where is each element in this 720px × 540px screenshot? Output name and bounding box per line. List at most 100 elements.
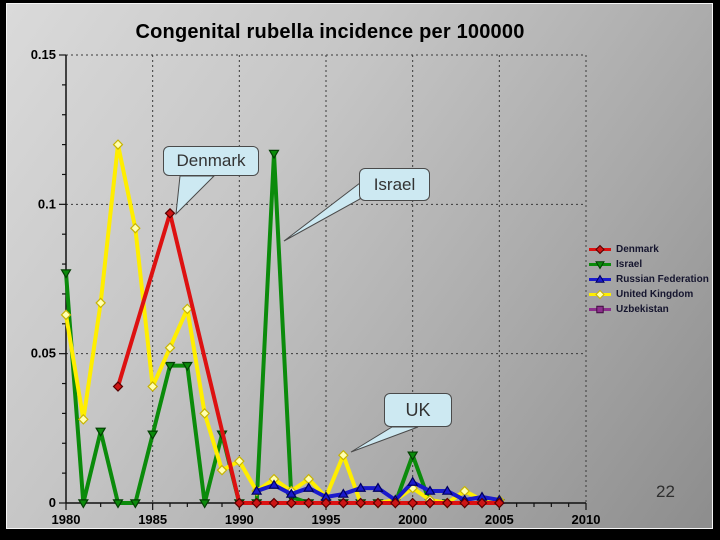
data-point-marker-united-kingdom [147, 381, 159, 392]
data-point-marker-united-kingdom [60, 309, 72, 321]
data-point-marker-denmark [493, 497, 505, 509]
data-point-marker-denmark [337, 497, 349, 509]
callout-denmark-label: Denmark [176, 151, 246, 170]
legend-label: Uzbekistan [616, 304, 669, 315]
x-tick-label: 1980 [52, 512, 81, 527]
series-line-israel [64, 151, 500, 505]
data-point-marker-israel [129, 499, 141, 509]
data-point-marker-russian-federation [372, 482, 384, 492]
callout-tail-uk [350, 426, 419, 453]
data-point-marker-denmark [164, 207, 176, 219]
data-point-marker-denmark [459, 497, 471, 509]
data-point-marker-united-kingdom [129, 222, 141, 234]
series-line-denmark [116, 211, 500, 505]
data-point-marker-united-kingdom [199, 408, 211, 419]
x-tick-label: 2010 [572, 512, 601, 527]
data-point-marker-russian-federation [268, 479, 280, 489]
data-point-marker-denmark [389, 497, 401, 509]
legend-label: Russian Federation [616, 274, 709, 285]
data-point-marker-denmark [268, 497, 280, 509]
data-point-marker-russian-federation [441, 485, 453, 495]
data-point-marker-united-kingdom [233, 455, 245, 467]
data-point-marker-denmark [251, 497, 263, 509]
y-axis-labels: 0 0.05 0.1 0.15 [31, 47, 56, 510]
data-point-marker-russian-federation [407, 476, 419, 486]
data-point-marker-denmark [303, 497, 315, 509]
data-point-marker-united-kingdom [181, 303, 193, 315]
israel-legend-marker-icon [589, 261, 611, 270]
legend-label: United Kingdom [616, 289, 694, 300]
x-tick-label: 1995 [312, 512, 341, 527]
callout-israel: Israel [359, 168, 430, 201]
legend-label: Denmark [616, 244, 659, 255]
data-point-marker-israel [60, 269, 72, 279]
data-point-marker-russian-federation [337, 488, 349, 498]
x-tick-label: 2000 [398, 512, 427, 527]
denmark-legend-marker-icon [589, 244, 611, 255]
callout-denmark: Denmark [163, 146, 259, 176]
united-kingdom-legend-marker-icon [589, 289, 611, 300]
data-point-marker-israel [95, 427, 107, 438]
data-point-marker-united-kingdom [337, 449, 349, 461]
y-tick-label: 0.1 [38, 196, 56, 211]
data-point-marker-israel [407, 451, 419, 461]
y-tick-label: 0.15 [31, 47, 56, 62]
data-point-marker-denmark [441, 497, 453, 509]
chart-title: Congenital rubella incidence per 100000 [135, 21, 525, 43]
data-point-marker-denmark [233, 497, 245, 509]
x-tick-label: 2005 [485, 512, 514, 527]
data-point-marker-israel [268, 149, 280, 160]
data-point-marker-united-kingdom [216, 464, 228, 476]
data-point-marker-denmark [112, 381, 124, 392]
data-point-marker-russian-federation [355, 482, 367, 492]
data-point-marker-israel [112, 499, 124, 509]
series-united-kingdom [60, 139, 505, 509]
callout-uk: UK [384, 393, 452, 427]
y-tick-label: 0 [49, 495, 56, 510]
data-point-marker-russian-federation [251, 485, 263, 495]
callout-tails [175, 175, 419, 453]
data-point-marker-russian-federation [424, 485, 436, 495]
legend-item-denmark: Denmark [588, 242, 714, 257]
data-point-marker-russian-federation [303, 482, 315, 492]
uzbekistan-legend-marker-icon [589, 305, 611, 314]
y-tick-label: 0.05 [31, 346, 56, 361]
legend-item-uzbekistan: Uzbekistan [588, 302, 714, 317]
series-denmark [112, 207, 505, 509]
data-point-marker-denmark [320, 497, 332, 509]
data-point-marker-united-kingdom [77, 414, 89, 425]
data-point-marker-denmark [285, 497, 297, 509]
data-point-marker-denmark [424, 497, 436, 509]
page-number: 22 [656, 482, 675, 501]
gridlines [66, 54, 587, 503]
data-point-marker-united-kingdom [112, 139, 124, 150]
data-point-marker-denmark [476, 497, 488, 509]
data-point-marker-russian-federation [285, 488, 297, 498]
data-point-marker-israel [181, 361, 193, 372]
russian-federation-legend-marker-icon [589, 274, 611, 283]
data-point-marker-israel [199, 499, 211, 509]
legend: Denmark Israel Russian Federation United Ki… [588, 242, 714, 317]
data-point-marker-israel [77, 499, 89, 509]
data-point-marker-united-kingdom [164, 342, 176, 354]
data-point-marker-denmark [372, 497, 384, 509]
data-point-marker-denmark [407, 497, 419, 509]
axes [59, 54, 587, 510]
x-tick-label: 1985 [138, 512, 167, 527]
legend-label: Israel [616, 259, 643, 270]
x-tick-label: 1990 [225, 512, 254, 527]
data-point-marker-united-kingdom [95, 297, 107, 309]
legend-item-united-kingdom: United Kingdom [588, 287, 714, 302]
legend-item-israel: Israel [588, 257, 714, 272]
data-point-marker-israel [164, 361, 176, 372]
legend-item-russian-federation: Russian Federation [588, 272, 714, 287]
callout-israel-label: Israel [373, 174, 416, 194]
callout-uk-label: UK [405, 399, 431, 420]
callout-tail-israel [283, 181, 361, 242]
callout-tail-denmark [175, 175, 216, 216]
data-point-marker-denmark [355, 497, 367, 509]
x-axis-labels: 1980 1985 1990 1995 2000 2005 2010 [52, 512, 601, 527]
data-point-marker-israel [147, 430, 159, 440]
